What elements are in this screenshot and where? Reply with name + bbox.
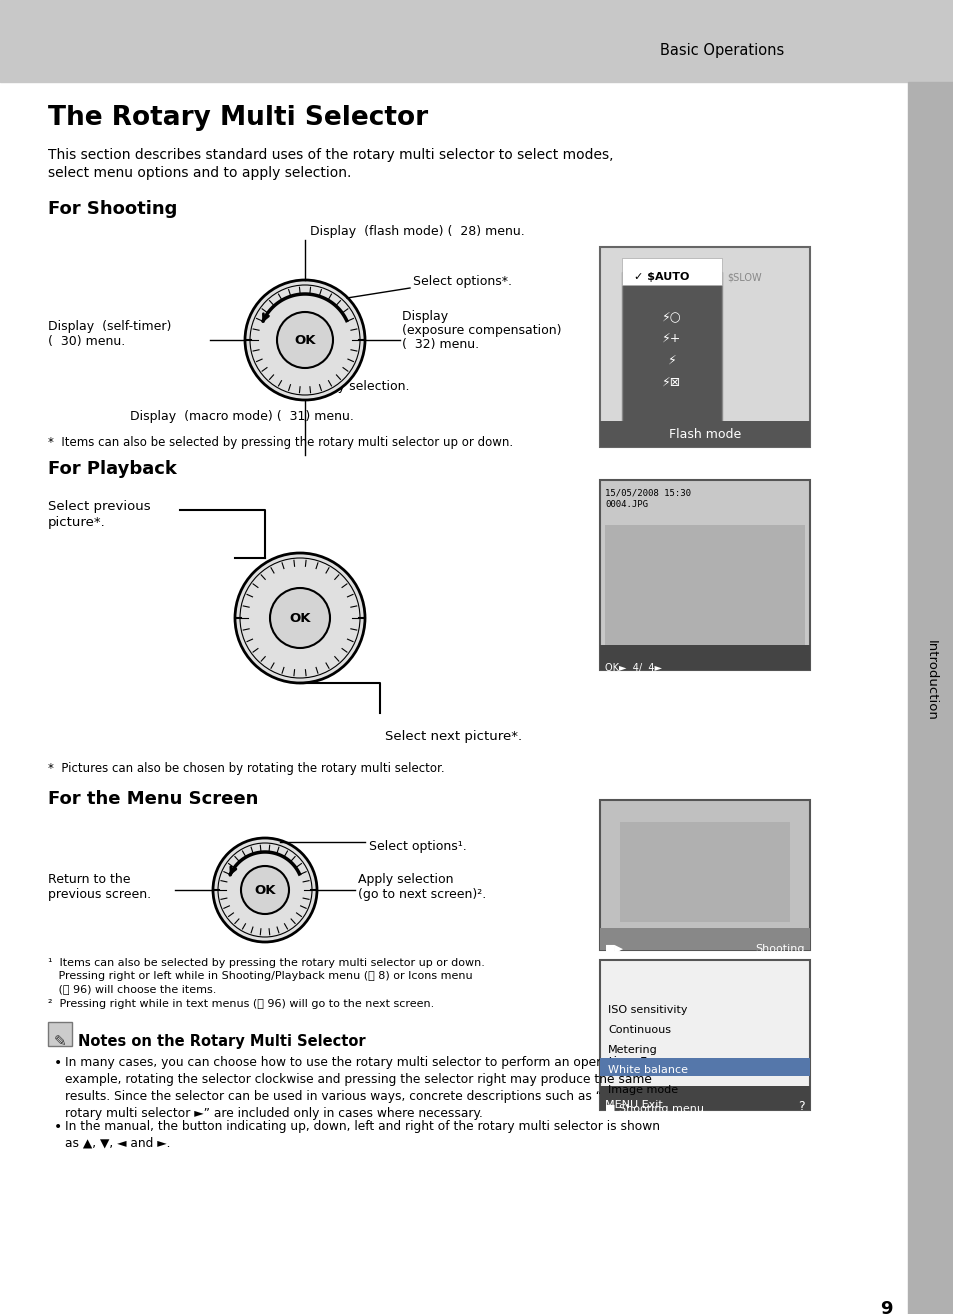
- Text: previous screen.: previous screen.: [48, 888, 151, 901]
- Text: OK: OK: [294, 334, 315, 347]
- Text: For the Menu Screen: For the Menu Screen: [48, 790, 258, 808]
- Text: ²  Pressing right while in text menus (Ⓢ 96) will go to the next screen.: ² Pressing right while in text menus (Ⓢ …: [48, 999, 434, 1009]
- Text: ISO sensitivity: ISO sensitivity: [607, 1005, 687, 1014]
- Text: ✎: ✎: [53, 1034, 67, 1049]
- Text: Pressing right or left while in Shooting/Playback menu (Ⓢ 8) or Icons menu: Pressing right or left while in Shooting…: [48, 971, 472, 982]
- Text: Basic Operations: Basic Operations: [659, 42, 783, 58]
- Circle shape: [213, 838, 316, 942]
- Bar: [599, 961, 809, 1110]
- Text: (  32) menu.: ( 32) menu.: [401, 338, 478, 351]
- Text: *  Pictures can also be chosen by rotating the rotary multi selector.: * Pictures can also be chosen by rotatin…: [48, 762, 444, 775]
- Text: MENU Exit: MENU Exit: [604, 1100, 662, 1110]
- Text: select menu options and to apply selection.: select menu options and to apply selecti…: [48, 166, 351, 180]
- Text: ?: ?: [798, 1100, 804, 1113]
- Bar: [599, 1085, 809, 1108]
- Text: Apply selection.: Apply selection.: [310, 380, 409, 393]
- Text: For Shooting: For Shooting: [48, 200, 177, 218]
- Text: Introduction: Introduction: [923, 640, 937, 720]
- Text: 15/05/2008 15:30: 15/05/2008 15:30: [604, 487, 690, 497]
- Text: Display  (self-timer): Display (self-timer): [48, 321, 172, 332]
- Text: In the manual, the button indicating up, down, left and right of the rotary mult: In the manual, the button indicating up,…: [65, 1120, 659, 1150]
- Bar: [621, 258, 721, 285]
- Text: Select previous: Select previous: [48, 501, 151, 512]
- Text: ■ Shooting menu: ■ Shooting menu: [604, 1104, 703, 1114]
- Text: Flash mode: Flash mode: [668, 427, 740, 440]
- Bar: [599, 645, 809, 670]
- Text: Metering: Metering: [607, 1045, 657, 1055]
- Text: (  30) menu.: ( 30) menu.: [48, 335, 125, 348]
- Bar: [599, 420, 809, 447]
- Text: Select options¹.: Select options¹.: [369, 840, 466, 853]
- Text: Select next picture*.: Select next picture*.: [385, 731, 521, 742]
- Bar: [907, 81, 953, 1314]
- Circle shape: [241, 866, 289, 915]
- Text: Return to the: Return to the: [48, 872, 131, 886]
- Text: In many cases, you can choose how to use the rotary multi selector to perform an: In many cases, you can choose how to use…: [65, 1056, 659, 1120]
- Text: ⚡⊠: ⚡⊠: [661, 376, 680, 389]
- Circle shape: [270, 587, 330, 648]
- Text: Image mode: Image mode: [607, 1085, 678, 1095]
- Text: (go to next screen)².: (go to next screen)².: [357, 888, 486, 901]
- Text: (Ⓢ 96) will choose the items.: (Ⓢ 96) will choose the items.: [48, 984, 216, 993]
- Bar: [48, 1022, 71, 1046]
- Text: ⚡+: ⚡+: [661, 332, 681, 346]
- Text: White balance: White balance: [607, 1066, 687, 1075]
- Text: ✓ $AUTO: ✓ $AUTO: [634, 272, 689, 283]
- Text: Notes on the Rotary Multi Selector: Notes on the Rotary Multi Selector: [78, 1034, 365, 1049]
- Text: Display  (macro mode) (  31) menu.: Display (macro mode) ( 31) menu.: [130, 410, 354, 423]
- Text: ⚡: ⚡: [667, 353, 676, 367]
- Bar: [619, 823, 789, 922]
- Text: •: •: [54, 1120, 62, 1134]
- Text: ⚡○: ⚡○: [661, 310, 681, 323]
- Text: Apply selection: Apply selection: [357, 872, 453, 886]
- Text: 9: 9: [880, 1300, 892, 1314]
- Bar: [0, 0, 953, 81]
- Bar: [599, 480, 809, 670]
- Text: OK►  4/  4►: OK► 4/ 4►: [604, 664, 661, 673]
- Bar: [599, 1091, 809, 1110]
- Text: Display  (flash mode) (  28) menu.: Display (flash mode) ( 28) menu.: [310, 225, 524, 238]
- Text: 0004.JPG: 0004.JPG: [604, 501, 647, 509]
- Text: OK: OK: [289, 611, 311, 624]
- Text: ¹  Items can also be selected by pressing the rotary multi selector up or down.: ¹ Items can also be selected by pressing…: [48, 958, 484, 968]
- Text: Select options*.: Select options*.: [413, 275, 512, 288]
- Text: Shooting: Shooting: [755, 943, 804, 954]
- Text: $SLOW: $SLOW: [726, 272, 760, 283]
- Text: picture*.: picture*.: [48, 516, 106, 530]
- Text: The Rotary Multi Selector: The Rotary Multi Selector: [48, 105, 428, 131]
- Circle shape: [234, 553, 365, 683]
- Bar: [599, 928, 809, 950]
- Circle shape: [245, 280, 365, 399]
- Circle shape: [276, 311, 333, 368]
- Text: *  Items can also be selected by pressing the rotary multi selector up or down.: * Items can also be selected by pressing…: [48, 436, 513, 449]
- Text: •: •: [54, 1056, 62, 1070]
- Bar: [599, 800, 809, 950]
- Bar: [604, 526, 804, 665]
- Text: ■▶: ■▶: [604, 943, 623, 954]
- Text: This section describes standard uses of the rotary multi selector to select mode: This section describes standard uses of …: [48, 148, 613, 162]
- Text: OK: OK: [254, 883, 275, 896]
- Text: Display: Display: [401, 310, 456, 323]
- Text: (exposure compensation): (exposure compensation): [401, 325, 561, 336]
- Text: Continuous: Continuous: [607, 1025, 670, 1035]
- Bar: [621, 272, 721, 427]
- Bar: [599, 1058, 809, 1076]
- Bar: [599, 247, 809, 447]
- Text: For Playback: For Playback: [48, 460, 176, 478]
- Bar: [599, 1088, 809, 1110]
